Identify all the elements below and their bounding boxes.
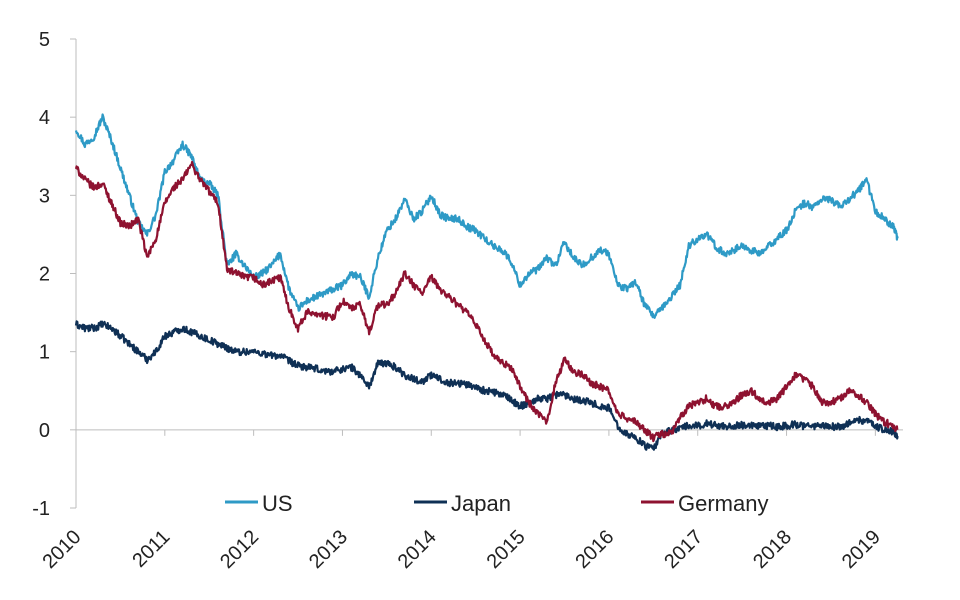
series-line-us bbox=[74, 113, 899, 319]
legend-label-japan: Japan bbox=[451, 491, 511, 516]
y-tick-label: 5 bbox=[39, 29, 50, 51]
y-tick-label: 4 bbox=[39, 107, 50, 129]
x-tick-label: 2014 bbox=[394, 526, 441, 573]
x-tick-label: 2017 bbox=[660, 526, 707, 573]
x-tick-label: 2011 bbox=[128, 526, 174, 572]
series-line-japan bbox=[74, 320, 899, 451]
y-tick-label: 1 bbox=[39, 342, 50, 364]
y-tick-label: 2 bbox=[39, 264, 50, 286]
x-tick-label: 2016 bbox=[571, 526, 618, 573]
legend-label-germany: Germany bbox=[678, 491, 768, 516]
y-tick-label: 3 bbox=[39, 185, 50, 207]
legend-label-us: US bbox=[262, 491, 293, 516]
series-line-germany bbox=[74, 160, 899, 443]
y-tick-label: -1 bbox=[32, 498, 50, 520]
x-tick-label: 2019 bbox=[838, 526, 885, 573]
x-tick-label: 2015 bbox=[483, 526, 530, 573]
x-tick-label: 2010 bbox=[39, 526, 86, 573]
chart-legend: US Japan Germany bbox=[225, 491, 768, 516]
chart-series-layer bbox=[74, 113, 899, 451]
x-tick-label: 2018 bbox=[749, 526, 796, 573]
x-tick-label: 2012 bbox=[216, 526, 263, 573]
y-tick-label: 0 bbox=[39, 420, 50, 442]
x-tick-label: 2013 bbox=[305, 526, 352, 573]
